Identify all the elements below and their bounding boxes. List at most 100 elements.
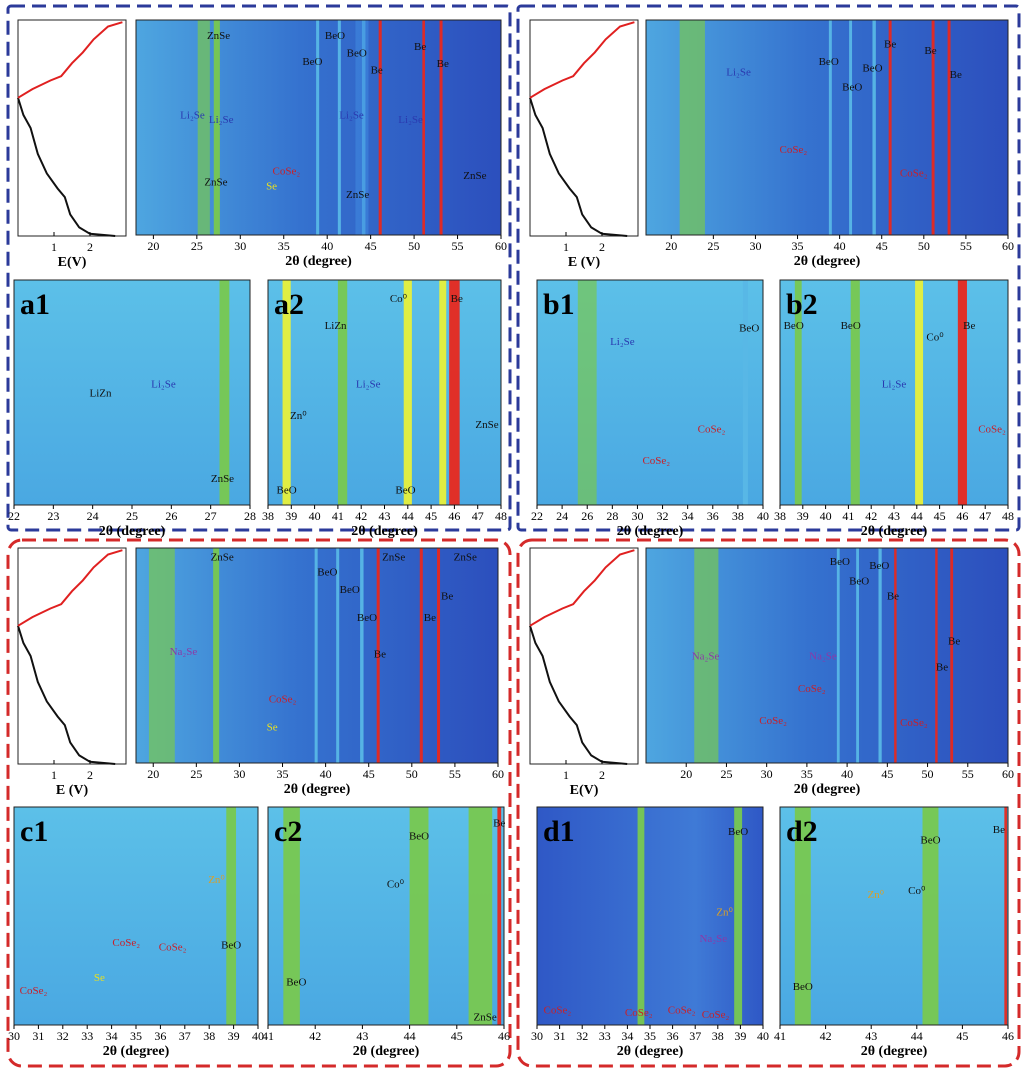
peak-annotation: ZnSe: [474, 1011, 497, 1023]
x-tick-label: 35: [278, 239, 290, 253]
panel-label: d2: [786, 815, 818, 848]
diffraction-band: [148, 548, 175, 763]
peak-annotation: CoSe₂: [900, 717, 928, 729]
diffraction-band: [403, 280, 412, 505]
x-tick-label: 20: [147, 767, 159, 781]
peak-annotation: CoSe₂: [544, 1005, 572, 1017]
x-tick-label: 30: [233, 767, 245, 781]
peak-annotation: Be: [371, 64, 383, 76]
peak-annotation: Li₂Se: [339, 110, 364, 122]
peak-annotation: Be: [963, 320, 975, 332]
heatmap-background: [537, 280, 763, 505]
x-tick-label: 47: [472, 509, 484, 523]
x-tick-label: 37: [179, 1029, 191, 1043]
heatmap-c1: 30 31 32 33 34 35 36 37 38 39 40 2θ (degree) Zn⁰ BeO C…: [8, 806, 264, 1059]
diffraction-band: [360, 548, 364, 763]
x-tick-label: 45: [425, 509, 437, 523]
x-tick-label: 45: [451, 1029, 463, 1043]
peak-annotation: Zn⁰: [867, 889, 884, 901]
peak-annotation: Zn⁰: [208, 874, 225, 886]
peak-annotation: Se: [94, 972, 105, 984]
diffraction-band: [947, 20, 951, 235]
x-tick-label: 27: [205, 509, 217, 523]
peak-annotation: Li₂Se: [209, 114, 234, 126]
heatmap-background: [268, 280, 501, 505]
x-tick-label: 44: [404, 1029, 416, 1043]
x-tick-label: 55: [962, 767, 974, 781]
x-axis-label: 2θ (degree): [861, 1044, 928, 1059]
x-tick-label: 44: [911, 509, 923, 523]
peak-annotation: Zn⁰: [290, 410, 307, 422]
diffraction-band: [449, 280, 460, 505]
x-tick-label: 33: [599, 1029, 611, 1043]
peak-annotation: LiZn: [325, 320, 347, 332]
voltage-profiles: abcd12E(V)12E (V)12E (V)12E(V): [17, 19, 639, 798]
peak-annotation: Li₂Se: [398, 114, 423, 126]
diffraction-band: [888, 20, 892, 235]
peak-annotation: Be: [374, 648, 386, 660]
x-tick-label: 34: [682, 509, 694, 523]
peak-annotation: Co⁰: [926, 331, 944, 343]
x-tick-label: 37: [689, 1029, 701, 1043]
peak-annotation: BeO: [302, 56, 322, 68]
peak-annotation: BeO: [869, 560, 889, 572]
panel-label: a2: [274, 288, 304, 321]
x-tick-label: 55: [960, 239, 972, 253]
diffraction-band: [422, 20, 425, 235]
x-tick-label: 40: [757, 509, 769, 523]
heatmap-c2: 41 42 43 44 45 46 2θ (degree) BeO Be Co⁰ BeO ZnSe c2: [262, 806, 510, 1059]
x-tick-label: 39: [797, 509, 809, 523]
group-border-c: [6, 538, 512, 1068]
discharge-curve: [529, 625, 628, 765]
x-tick-label: 39: [228, 1029, 240, 1043]
charge-curve: [529, 21, 635, 99]
discharge-curve: [17, 97, 116, 237]
peak-annotation: Be: [414, 41, 426, 53]
x-tick-label: 25: [720, 767, 732, 781]
x-axis-label: E (V): [56, 783, 89, 798]
x-tick-label: 48: [1002, 509, 1014, 523]
diffraction-band: [894, 548, 897, 763]
x-tick-label: 25: [190, 767, 202, 781]
peak-annotation: Li₂Se: [151, 379, 176, 391]
discharge-curve: [17, 625, 116, 765]
peak-annotation: BeO: [317, 567, 337, 579]
diffraction-band: [439, 20, 443, 235]
x-axis-label: E (V): [568, 255, 601, 270]
x-tick-label: 39: [734, 1029, 746, 1043]
x-tick-label: 28: [606, 509, 618, 523]
peak-annotation: CoSe₂: [798, 683, 826, 695]
x-tick-label: 26: [581, 509, 593, 523]
peak-annotation: CoSe₂: [779, 144, 807, 156]
diffraction-band: [1004, 807, 1008, 1025]
plot-frame: [536, 279, 764, 506]
x-tick-label: 28: [244, 509, 256, 523]
peak-annotation: Co⁰: [908, 885, 926, 897]
peak-annotation: Se: [266, 181, 277, 193]
peak-annotation: Be: [936, 661, 948, 673]
diffraction-band: [282, 280, 291, 505]
x-tick-label: 40: [309, 509, 321, 523]
peak-annotation: CoSe₂: [273, 166, 301, 178]
peak-annotation: CoSe₂: [159, 942, 187, 954]
heatmap-background: [780, 807, 1008, 1025]
peak-annotation: Na₂Se: [809, 651, 837, 663]
peak-annotation: Li₂Se: [356, 379, 381, 391]
charge-curve: [17, 21, 123, 99]
x-axis-label: 2θ (degree): [617, 1044, 684, 1059]
panel-label: c1: [20, 815, 48, 848]
x-tick-label: 39: [285, 509, 297, 523]
diffraction-band: [694, 548, 719, 763]
peak-annotation: BeO: [347, 47, 367, 59]
diffraction-band: [314, 548, 318, 763]
diffraction-band: [915, 280, 924, 505]
x-tick-label: 40: [252, 1029, 264, 1043]
x-tick-label: 60: [495, 239, 507, 253]
diffraction-band: [213, 20, 220, 235]
x-tick-label: 30: [631, 509, 643, 523]
peak-annotation: ZnSe: [382, 552, 405, 564]
peak-annotation: CoSe₂: [698, 424, 726, 436]
x-axis-label: 2θ (degree): [284, 782, 351, 797]
